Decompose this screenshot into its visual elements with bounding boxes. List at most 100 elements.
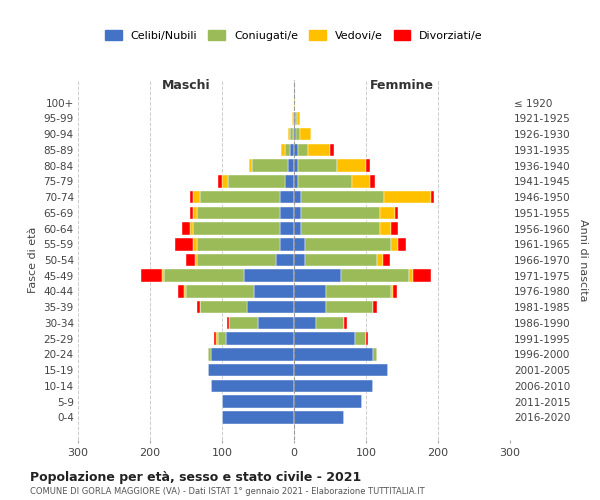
Text: Popolazione per età, sesso e stato civile - 2021: Popolazione per età, sesso e stato civil…	[30, 470, 361, 484]
Bar	[193, 191, 200, 203]
Bar	[216, 332, 218, 345]
Bar	[297, 112, 301, 124]
Text: Femmine: Femmine	[370, 78, 434, 92]
Bar	[244, 270, 294, 282]
Bar	[211, 348, 294, 360]
Bar	[352, 175, 370, 188]
Bar	[308, 144, 330, 156]
Bar	[222, 396, 294, 408]
Bar	[293, 112, 294, 124]
Bar	[284, 144, 290, 156]
Bar	[330, 144, 334, 156]
Bar	[395, 206, 398, 219]
Bar	[248, 160, 252, 172]
Bar	[294, 332, 355, 345]
Bar	[337, 160, 366, 172]
Bar	[305, 254, 377, 266]
Bar	[184, 285, 186, 298]
Bar	[218, 175, 222, 188]
Text: Maschi: Maschi	[161, 78, 211, 92]
Bar	[300, 128, 311, 140]
Bar	[194, 254, 197, 266]
Bar	[326, 301, 373, 314]
Bar	[294, 270, 341, 282]
Bar	[280, 191, 294, 203]
Bar	[326, 285, 391, 298]
Bar	[186, 285, 254, 298]
Bar	[391, 238, 398, 250]
Bar	[182, 222, 190, 235]
Bar	[355, 332, 366, 345]
Bar	[380, 206, 395, 219]
Bar	[280, 206, 294, 219]
Bar	[294, 128, 296, 140]
Bar	[398, 238, 406, 250]
Bar	[294, 160, 298, 172]
Bar	[298, 144, 308, 156]
Bar	[294, 206, 301, 219]
Bar	[294, 96, 295, 109]
Bar	[226, 332, 294, 345]
Bar	[305, 238, 391, 250]
Bar	[208, 348, 211, 360]
Bar	[280, 222, 294, 235]
Bar	[409, 270, 413, 282]
Bar	[164, 270, 244, 282]
Bar	[197, 206, 280, 219]
Bar	[290, 144, 294, 156]
Bar	[373, 348, 377, 360]
Bar	[384, 191, 431, 203]
Bar	[344, 316, 347, 329]
Bar	[211, 380, 294, 392]
Bar	[193, 206, 197, 219]
Bar	[413, 270, 431, 282]
Bar	[296, 128, 300, 140]
Bar	[197, 238, 280, 250]
Bar	[294, 411, 344, 424]
Bar	[200, 191, 280, 203]
Bar	[380, 222, 391, 235]
Bar	[190, 191, 193, 203]
Bar	[186, 254, 194, 266]
Bar	[197, 301, 200, 314]
Bar	[301, 222, 380, 235]
Bar	[294, 396, 362, 408]
Y-axis label: Anni di nascita: Anni di nascita	[578, 219, 587, 301]
Bar	[294, 285, 326, 298]
Bar	[190, 206, 193, 219]
Bar	[178, 285, 184, 298]
Bar	[140, 270, 162, 282]
Bar	[383, 254, 390, 266]
Bar	[294, 175, 298, 188]
Bar	[294, 301, 326, 314]
Bar	[294, 380, 373, 392]
Bar	[294, 316, 316, 329]
Bar	[391, 222, 398, 235]
Bar	[294, 144, 298, 156]
Bar	[276, 254, 294, 266]
Bar	[190, 222, 193, 235]
Bar	[222, 411, 294, 424]
Bar	[208, 364, 294, 376]
Bar	[295, 112, 297, 124]
Bar	[294, 364, 388, 376]
Bar	[254, 285, 294, 298]
Bar	[373, 301, 377, 314]
Bar	[193, 222, 280, 235]
Bar	[222, 175, 228, 188]
Bar	[366, 160, 370, 172]
Bar	[294, 112, 295, 124]
Bar	[175, 238, 193, 250]
Bar	[197, 254, 276, 266]
Bar	[316, 316, 344, 329]
Bar	[301, 191, 384, 203]
Bar	[252, 160, 288, 172]
Bar	[301, 206, 380, 219]
Legend: Celibi/Nubili, Coniugati/e, Vedovi/e, Divorziati/e: Celibi/Nubili, Coniugati/e, Vedovi/e, Di…	[101, 26, 487, 46]
Bar	[377, 254, 383, 266]
Bar	[218, 332, 226, 345]
Bar	[281, 144, 284, 156]
Bar	[193, 238, 197, 250]
Bar	[247, 301, 294, 314]
Bar	[394, 285, 397, 298]
